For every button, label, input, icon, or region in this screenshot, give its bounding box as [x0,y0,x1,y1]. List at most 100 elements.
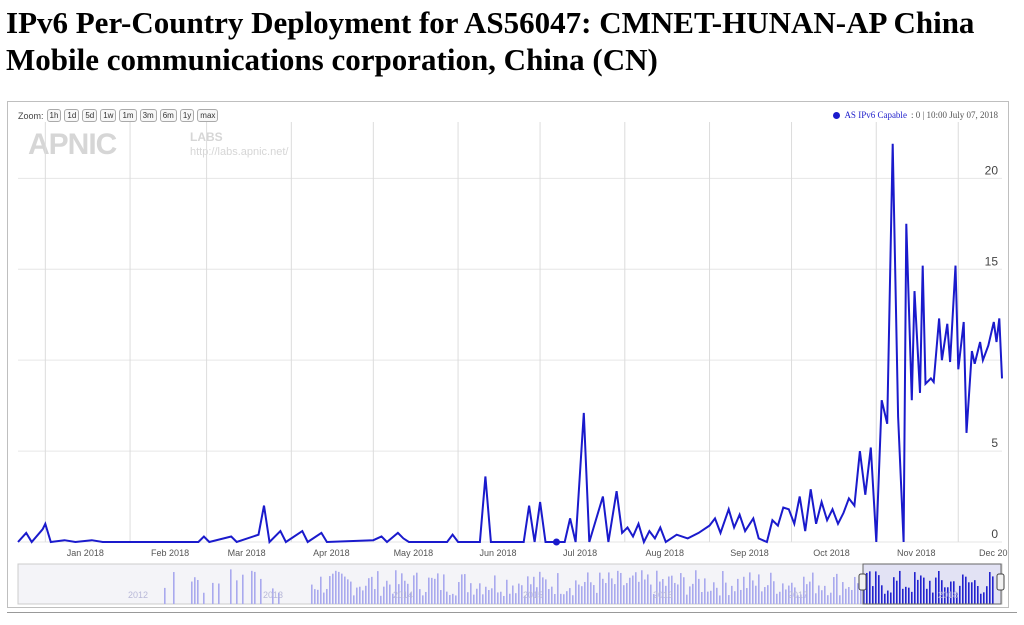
navigator-bar [572,595,574,604]
navigator-bar [389,584,391,604]
navigator-bar [914,572,916,604]
navigator-bar [692,583,694,604]
navigator-bar [359,586,361,604]
x-axis-labels: Jan 2018 Feb 2018 Mar 2018 Apr 2018 May 2018… [67,548,1008,558]
x-tick-label: Aug 2018 [646,548,685,558]
navigator-bar [455,595,457,604]
navigator-bar [614,584,616,604]
navigator-bar [656,570,658,604]
navigator-bar [905,586,907,604]
zoom-6m-button[interactable]: 6m [159,109,177,122]
zoom-1y-button[interactable]: 1y [179,109,195,122]
navigator-bar [920,575,922,604]
zoom-1m-button[interactable]: 1m [119,109,137,122]
navigator-bar [575,580,577,604]
highlighted-data-point[interactable] [552,538,560,546]
zoom-max-button[interactable]: max [197,109,219,122]
navigator-bar [236,580,238,604]
navigator-bar [938,570,940,604]
navigator-bar [827,595,829,604]
y-tick-label: 5 [991,436,998,450]
x-tick-label: Apr 2018 [313,548,350,558]
navigator-bar [704,578,706,604]
navigator-bar [581,586,583,604]
navigator-bar [542,577,544,604]
navigator-bar [260,578,262,604]
navigator-bar [587,572,589,604]
navigator-bar [944,587,946,604]
navigator-bar [470,583,472,604]
navigator-bar [896,580,898,604]
navigator-bar [701,591,703,604]
legend-series-name[interactable]: AS IPv6 Capable [844,110,907,120]
navigator-bar [191,581,193,604]
zoom-1d-button[interactable]: 1d [64,109,80,122]
page-title: IPv6 Per-Country Deployment for AS56047:… [6,5,975,77]
navigator-bar [731,585,733,604]
navigator-bar [278,592,280,604]
navigator-bar [341,573,343,604]
navigator-bar [728,595,730,604]
navigator-bar [203,592,205,604]
navigator-handle-left[interactable] [858,573,867,591]
x-tick-label: Nov 2018 [897,548,936,558]
navigator-bar [857,583,859,604]
navigator-bar [419,589,421,604]
navigator-bar [668,576,670,604]
navigator-bar [926,588,928,604]
navigator-bar [632,575,634,604]
navigator-bar [398,584,400,604]
apnic-labs-logo: APNIC LABS http://labs.apnic.net/ [28,128,288,162]
zoom-1w-button[interactable]: 1w [100,109,117,122]
navigator-bar [377,571,379,604]
series-line-ipv6-capable[interactable] [17,143,1003,545]
navigator-bar [323,592,325,604]
navigator-year-label: 2014 [393,590,413,600]
navigator-bar [605,583,607,604]
navigator-bar [677,584,679,604]
navigator-bar [497,592,499,604]
navigator-bar [752,580,754,604]
navigator-bar [734,591,736,604]
zoom-5d-button[interactable]: 5d [82,109,98,122]
navigator-bar [461,574,463,604]
zoom-label: Zoom: [18,110,44,121]
navigator-bar [365,585,367,604]
navigator-bar [986,586,988,604]
bottom-divider [7,612,1017,613]
navigator-handle-right[interactable] [996,573,1005,591]
navigator-bar [860,590,862,604]
navigator-bar [824,585,826,604]
navigator-bar [530,584,532,604]
navigator-bar [506,579,508,604]
navigator[interactable]: 2012 2013 2014 2015 2016 2017 2018 [17,563,1005,605]
navigator-bar [452,593,454,604]
navigator-bar [407,583,409,604]
x-tick-label: Feb 2018 [151,548,189,558]
navigator-bar [557,573,559,604]
zoom-3m-button[interactable]: 3m [139,109,157,122]
navigator-bar [242,574,244,604]
navigator-bar [551,586,553,604]
navigator-bar [794,587,796,604]
x-tick-label: Mar 2018 [228,548,266,558]
navigator-bar [662,579,664,604]
navigator-bar [830,592,832,604]
navigator-bar [785,589,787,604]
navigator-bar [320,576,322,604]
navigator-bar [788,585,790,604]
navigator-selection[interactable] [862,563,1002,605]
navigator-bar [344,576,346,604]
navigator-bar [536,587,538,604]
y-tick-label: 15 [985,254,999,268]
navigator-bar [422,595,424,604]
navigator-bar [317,589,319,604]
navigator-bar [521,585,523,604]
zoom-1h-button[interactable]: 1h [46,109,62,122]
navigator-bar [599,572,601,604]
navigator-bar [773,581,775,604]
y-tick-label: 0 [991,527,998,541]
legend-dot-icon [833,111,841,119]
navigator-bar [875,571,877,604]
navigator-bar [989,572,991,604]
